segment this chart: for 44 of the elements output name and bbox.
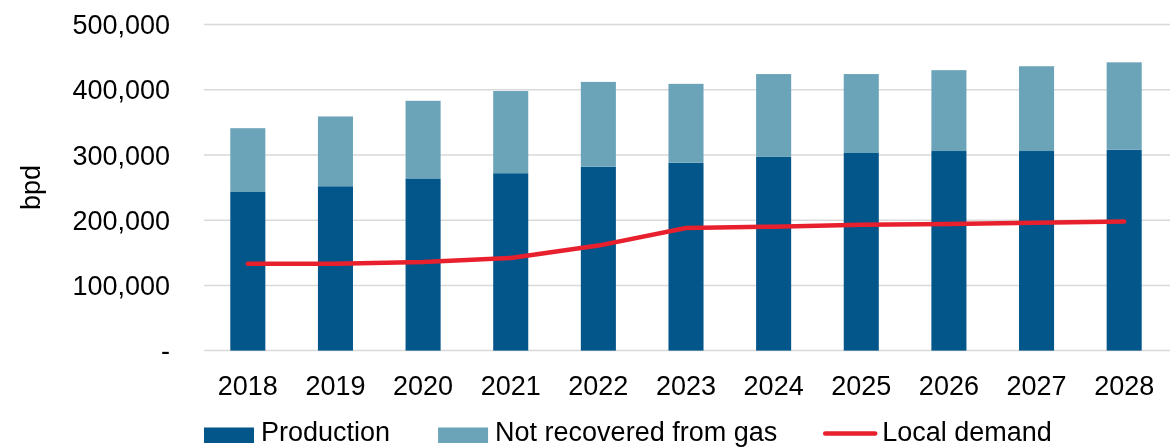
bar xyxy=(1106,149,1142,351)
y-tick-label: - xyxy=(161,336,170,367)
x-tick-label: 2027 xyxy=(1006,371,1067,401)
bar xyxy=(843,74,879,153)
bar xyxy=(756,74,792,157)
bar xyxy=(405,100,441,179)
bar xyxy=(580,81,616,167)
x-tick-label: 2020 xyxy=(393,371,454,401)
x-tick-label: 2019 xyxy=(305,371,366,401)
bar xyxy=(1106,62,1142,150)
x-tick-label: 2026 xyxy=(918,371,979,401)
bar xyxy=(668,162,704,351)
x-tick-label: 2022 xyxy=(568,371,629,401)
x-tick-label: 2024 xyxy=(743,371,804,401)
y-axis-title: bpd xyxy=(16,165,46,211)
bar xyxy=(843,152,879,351)
line-series xyxy=(245,219,1127,267)
x-tick-label: 2023 xyxy=(655,371,717,401)
bar xyxy=(230,191,266,351)
y-tick-label: 400,000 xyxy=(72,75,170,106)
legend-label: Not recovered from gas xyxy=(495,417,778,447)
y-tick-label: 100,000 xyxy=(72,271,170,302)
bar xyxy=(230,128,266,192)
legend-label: Local demand xyxy=(882,417,1052,447)
bar xyxy=(317,116,353,187)
bar xyxy=(493,173,529,351)
bar xyxy=(1019,66,1055,152)
x-tick-label: 2028 xyxy=(1094,371,1155,401)
bar xyxy=(1019,151,1055,351)
bar xyxy=(931,70,967,152)
bar xyxy=(931,151,967,351)
bar xyxy=(668,83,704,163)
bar xyxy=(493,91,529,174)
y-tick-label: 200,000 xyxy=(72,205,170,236)
legend-label: Production xyxy=(261,417,391,447)
x-tick-label: 2025 xyxy=(831,371,892,401)
bar xyxy=(756,156,792,351)
y-tick-label: 500,000 xyxy=(72,10,170,41)
bar xyxy=(405,178,441,351)
y-tick-label: 300,000 xyxy=(72,140,170,171)
x-tick-label: 2021 xyxy=(480,371,541,401)
bar xyxy=(580,166,616,351)
x-tick-label: 2018 xyxy=(217,371,278,401)
bar xyxy=(317,186,353,351)
